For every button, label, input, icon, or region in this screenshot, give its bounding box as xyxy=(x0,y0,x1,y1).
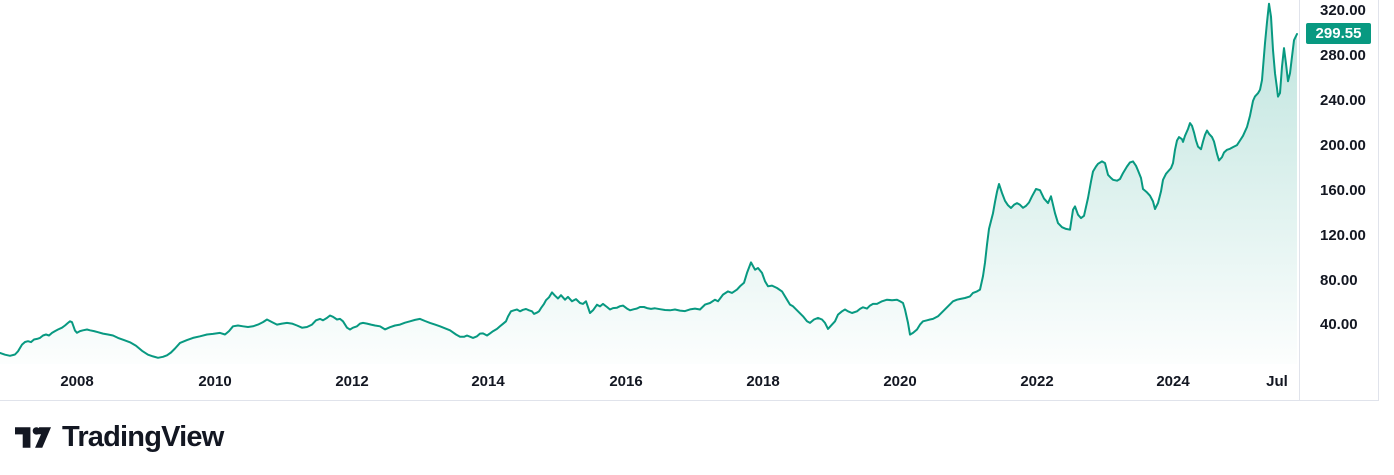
tradingview-logo-icon xyxy=(15,427,51,448)
time-tick-label: 2018 xyxy=(746,373,780,390)
last-price-value: 299.55 xyxy=(1315,25,1362,43)
price-axis-separator xyxy=(1299,0,1300,400)
time-tick-label: 2012 xyxy=(335,373,369,390)
time-tick-label: 2020 xyxy=(883,373,917,390)
price-tick-label: 200.00 xyxy=(1320,136,1366,154)
price-area-chart[interactable] xyxy=(0,0,1299,400)
price-tick-label: 160.00 xyxy=(1320,181,1366,199)
series-line xyxy=(0,2,1298,359)
time-tick-label: 2024 xyxy=(1156,373,1190,390)
time-tick-label: Jul xyxy=(1266,373,1288,390)
series-area-fill xyxy=(0,3,1297,364)
tradingview-logo-text: TradingView xyxy=(62,421,224,453)
price-tick-label: 320.00 xyxy=(1320,2,1366,19)
tradingview-attribution-link[interactable]: TradingView xyxy=(15,423,224,452)
time-tick-label: 2016 xyxy=(609,373,643,390)
price-tick-label: 120.00 xyxy=(1320,226,1366,244)
price-tick-label: 40.00 xyxy=(1320,316,1358,334)
price-tick-label: 240.00 xyxy=(1320,91,1366,109)
price-tick-label: 80.00 xyxy=(1320,271,1358,289)
time-tick-label: 2022 xyxy=(1020,373,1054,390)
time-tick-label: 2010 xyxy=(198,373,232,390)
price-tick-label: 280.00 xyxy=(1320,46,1366,64)
time-tick-label: 2014 xyxy=(471,373,505,390)
last-price-badge: 299.55 xyxy=(1306,23,1371,45)
time-tick-label: 2008 xyxy=(60,373,94,390)
